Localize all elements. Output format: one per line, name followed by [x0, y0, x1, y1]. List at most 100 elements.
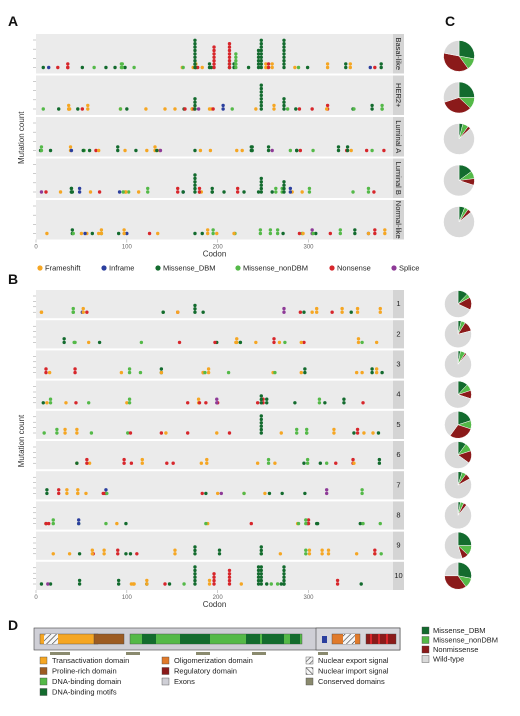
mutation-point — [335, 582, 340, 586]
hotspot-point — [282, 48, 286, 53]
mutation-point — [297, 107, 302, 111]
facet-bg — [36, 158, 393, 198]
mutation-point — [324, 107, 329, 111]
hotspot-point — [259, 427, 263, 432]
mutation-point — [116, 231, 121, 236]
hotspot-point — [227, 48, 232, 53]
hotspot-point — [282, 103, 286, 108]
pie-slice — [444, 441, 470, 469]
pie-slice — [444, 350, 472, 379]
mutation-point — [77, 578, 82, 583]
hotspot-point — [212, 48, 216, 53]
mutation-point — [206, 367, 211, 371]
mutation-point — [80, 107, 85, 111]
mutation-point — [275, 582, 280, 586]
x-tick-label: 0 — [34, 595, 38, 601]
mutation-point — [378, 310, 382, 314]
mutation-point — [57, 107, 61, 111]
hotspot-point — [259, 565, 263, 569]
mutation-point — [85, 457, 89, 462]
mutation-point — [58, 190, 63, 194]
panel-label-a: A — [8, 13, 18, 29]
mutation-point — [235, 186, 240, 191]
mutation-point — [326, 548, 331, 552]
hotspot-point — [282, 582, 286, 586]
facet-label: 2 — [396, 329, 400, 338]
mutation-point — [303, 370, 307, 375]
mutation-point — [349, 148, 353, 153]
mutation-point — [295, 431, 299, 435]
dna-binding-motif — [142, 634, 156, 644]
mutation-point — [83, 231, 87, 236]
hotspot-point — [282, 62, 286, 66]
mutation-point — [366, 190, 371, 194]
hotspot-point — [259, 62, 263, 66]
mutation-point — [370, 370, 374, 375]
legend-label: Inframe — [109, 264, 134, 273]
hotspot-point — [282, 42, 286, 46]
mutation-point — [288, 148, 293, 153]
mutation-point — [75, 427, 79, 432]
mutation-point — [195, 65, 200, 70]
dna-binding-domain — [129, 633, 303, 645]
mutation-point — [280, 491, 284, 496]
mutation-point — [213, 340, 217, 345]
mutation-point — [299, 370, 303, 375]
hotspot-point — [256, 62, 261, 66]
mutation-point — [266, 145, 271, 149]
mutation-point — [315, 521, 320, 526]
legend-label: Missense_nonDBM — [243, 264, 308, 273]
mutation-point — [305, 461, 310, 465]
mutation-point — [129, 461, 134, 465]
mutation-point — [128, 431, 133, 435]
hotspot-point — [256, 575, 261, 579]
facet-label: 1 — [396, 299, 400, 308]
mutation-point — [215, 491, 220, 496]
mutation-point — [39, 145, 44, 149]
mutation-point — [279, 582, 283, 586]
facet-label: 7 — [396, 480, 400, 489]
mutation-point — [196, 397, 201, 401]
y-axis-label: Mutation count — [17, 414, 26, 467]
x-tick-label: 0 — [34, 245, 38, 251]
mutation-point — [246, 65, 251, 70]
mutation-point — [127, 367, 132, 371]
hotspot-point — [234, 65, 238, 70]
pie-slice — [444, 320, 472, 348]
conserved-domain — [318, 652, 328, 655]
facet-bg — [36, 290, 393, 319]
mutation-point — [124, 552, 128, 556]
domain-legend-swatch — [39, 677, 48, 686]
hotspot-point — [227, 582, 232, 586]
hotspot-point — [282, 180, 286, 184]
hotspot-point — [259, 65, 263, 70]
mutation-point — [122, 231, 126, 236]
x-tick-label: 300 — [304, 595, 315, 601]
mutation-point — [67, 107, 72, 111]
pie-slice — [444, 531, 463, 560]
mutation-point — [208, 148, 213, 153]
pie-slice — [444, 471, 472, 499]
mutation-point — [67, 552, 72, 556]
hotspot-point — [227, 45, 232, 49]
hotspot-point — [193, 307, 197, 311]
hotspot-point — [256, 565, 261, 569]
mutation-point — [293, 65, 297, 70]
hotspot-point — [193, 552, 197, 556]
hotspot-point — [193, 176, 197, 181]
mutation-point — [351, 190, 355, 194]
mutation-point — [307, 186, 312, 191]
hotspot-point — [193, 52, 197, 56]
mutation-point — [69, 190, 74, 194]
mutation-point — [274, 190, 278, 194]
mutation-point — [71, 306, 75, 311]
mutation-point — [87, 148, 92, 153]
mutation-point — [270, 148, 274, 153]
mutation-point — [356, 340, 361, 345]
facet-strip — [393, 200, 404, 240]
facet-label: Basal-like — [394, 37, 403, 70]
hotspot-point — [282, 572, 286, 576]
regulatory-stripe — [378, 634, 380, 644]
mutation-point — [355, 306, 360, 311]
hotspot-point — [259, 176, 263, 181]
